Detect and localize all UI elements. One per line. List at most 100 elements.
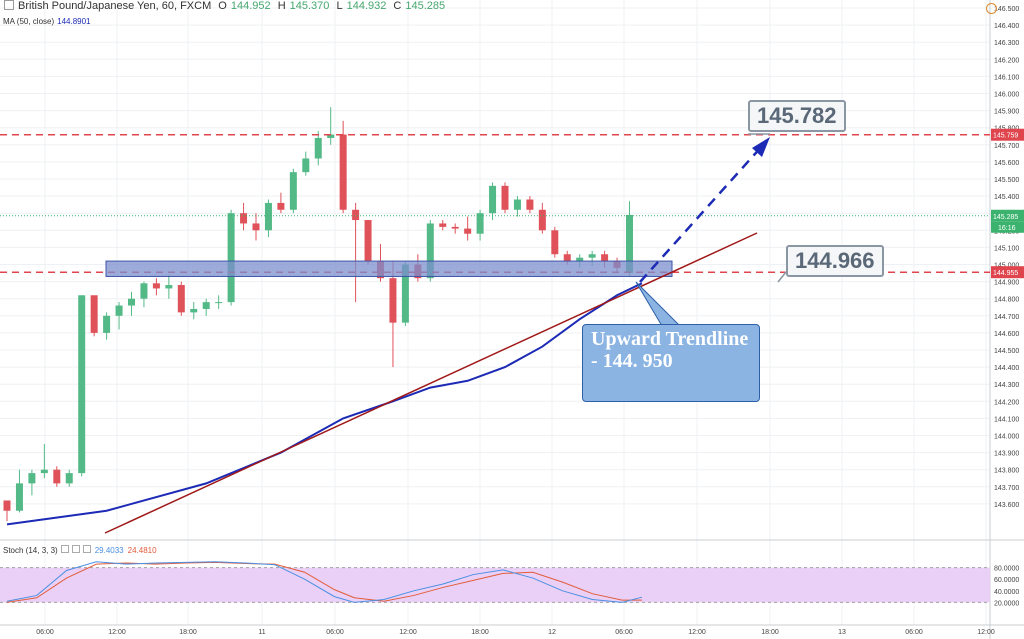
- candle-body: [489, 185, 497, 214]
- candle-body: [103, 315, 111, 333]
- ma-label: MA (50, close): [3, 17, 55, 26]
- low-value: 144.932: [346, 0, 387, 12]
- x-axis: 06:00 12:00 18:00 11 06:00 12:00 18:00 12 06:00 1…: [36, 629, 995, 636]
- candle-body: [15, 483, 23, 511]
- trendline-note[interactable]: Upward Trendline - 144. 950: [582, 324, 760, 402]
- candle-body: [538, 209, 546, 231]
- drawings: [0, 133, 990, 534]
- candle-body: [439, 223, 447, 227]
- stoch-legend[interactable]: Stoch (14, 3, 3) 29.4033 24.4810: [3, 545, 157, 555]
- price-tag-label: 145.759: [993, 133, 1018, 140]
- candle-body: [327, 134, 335, 138]
- candle-body: [90, 295, 98, 333]
- time-tick-label: 12:00: [688, 629, 706, 636]
- clock-icon[interactable]: [986, 3, 997, 14]
- stoch-tick-label: 40.0000: [994, 589, 1019, 596]
- candle-body: [78, 295, 86, 474]
- ma-legend[interactable]: MA (50, close) 144.8901: [3, 17, 91, 26]
- price-tick-label: 146.200: [994, 57, 1019, 64]
- candle-body: [28, 473, 36, 484]
- symbol-title[interactable]: British Pound/Japanese Yen, 60, FXCM: [18, 0, 212, 12]
- time-tick-label: 06:00: [615, 629, 633, 636]
- target-callout[interactable]: 145.782: [748, 100, 846, 132]
- candle-body: [240, 213, 248, 224]
- candle-body: [65, 473, 73, 484]
- price-tick-label: 143.700: [994, 485, 1019, 492]
- ma-value: 144.8901: [57, 17, 91, 26]
- candle-body: [165, 285, 173, 289]
- price-tick-label: 146.000: [994, 92, 1019, 99]
- candle-body: [526, 199, 534, 210]
- candle-body: [190, 308, 198, 313]
- stoch-tick-label: 20.0000: [994, 600, 1019, 607]
- price-tick-label: 145.400: [994, 194, 1019, 201]
- candle-body: [314, 137, 322, 159]
- grid: [0, 0, 990, 625]
- price-tick-label: 145.900: [994, 109, 1019, 116]
- candle-body: [3, 500, 11, 511]
- price-tick-label: 144.800: [994, 297, 1019, 304]
- close-icon[interactable]: [82, 545, 91, 553]
- time-tick-label: 12:00: [108, 629, 126, 636]
- support-callout[interactable]: 144.966: [786, 245, 884, 277]
- high-value: 145.370: [289, 0, 330, 12]
- price-tick-label: 143.900: [994, 451, 1019, 458]
- candle-body: [563, 254, 571, 262]
- countdown-label: 16:16: [998, 225, 1016, 232]
- price-tick-label: 144.300: [994, 382, 1019, 389]
- candles: [3, 107, 633, 521]
- price-tag-label: 145.285: [993, 214, 1018, 221]
- price-tick-label: 145.700: [994, 143, 1019, 150]
- chart-header: British Pound/Japanese Yen, 60, FXCM O 14…: [0, 0, 449, 16]
- collapse-icon[interactable]: [4, 0, 14, 10]
- projection-arrow: [639, 144, 764, 283]
- price-tick-label: 146.100: [994, 74, 1019, 81]
- candle-body: [115, 305, 123, 316]
- candle-body: [339, 134, 347, 210]
- stoch-pane: 80.0000 60.0000 40.0000 20.0000: [0, 561, 1019, 607]
- price-tick-label: 146.400: [994, 23, 1019, 30]
- candle-body: [252, 223, 260, 231]
- time-tick-label: 18:00: [471, 629, 489, 636]
- price-tag: [991, 209, 1024, 222]
- price-tick-label: 145.500: [994, 177, 1019, 184]
- open-value: 144.952: [230, 0, 271, 12]
- price-tick-label: 144.400: [994, 365, 1019, 372]
- eye-icon[interactable]: [71, 545, 80, 553]
- stoch-d-value: 24.4810: [127, 546, 157, 555]
- close-value: 145.285: [405, 0, 446, 12]
- candle-body: [601, 254, 609, 262]
- close-label: C: [393, 0, 402, 12]
- candle-body: [289, 172, 297, 210]
- price-tick-label: 145.600: [994, 160, 1019, 167]
- candle-body: [140, 283, 148, 299]
- time-tick-label: 06:00: [326, 629, 344, 636]
- support-pointer: [777, 271, 787, 283]
- price-tick-label: 144.700: [994, 314, 1019, 321]
- upward-trendline: [104, 232, 758, 534]
- time-tick-label: 18:00: [761, 629, 779, 636]
- candle-body: [626, 214, 633, 274]
- low-label: L: [336, 0, 343, 12]
- price-tick-label: 146.500: [994, 6, 1019, 13]
- candle-body: [53, 469, 61, 484]
- price-tick-label: 144.000: [994, 434, 1019, 441]
- price-tag-label: 144.955: [993, 270, 1018, 277]
- candle-body: [501, 185, 509, 210]
- stoch-k-value: 29.4033: [94, 546, 124, 555]
- candle-body: [588, 254, 596, 258]
- candle-body: [551, 230, 559, 255]
- settings-icon[interactable]: [60, 545, 69, 553]
- stoch-band: [0, 567, 990, 603]
- price-tick-label: 146.300: [994, 40, 1019, 47]
- time-tick-label: 12:00: [399, 629, 417, 636]
- price-tag: [991, 128, 1024, 141]
- ma-50-line: [6, 282, 643, 526]
- candle-body: [401, 264, 409, 323]
- note-pointer: [635, 281, 682, 327]
- price-tick-label: 144.600: [994, 331, 1019, 338]
- time-tick-label: 12:00: [977, 629, 995, 636]
- candle-body: [352, 209, 360, 221]
- candle-body: [202, 302, 210, 309]
